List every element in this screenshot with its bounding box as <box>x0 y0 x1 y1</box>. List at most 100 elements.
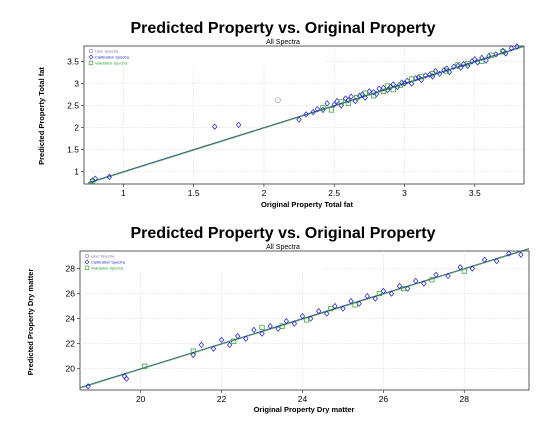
chart-2-point-calibration-spectra <box>259 330 265 337</box>
chart-2-point-calibration-spectra <box>364 292 370 300</box>
chart-2-y-tick-label: 24 <box>66 314 76 324</box>
chart-1-y-tick-label: 1 <box>74 167 79 177</box>
chart-2-point-calibration-spectra <box>299 312 306 320</box>
chart-1-point-calibration-spectra <box>359 91 365 98</box>
chart-1-point-validation-spectra <box>418 73 424 79</box>
chart-1-point-calibration-spectra <box>331 101 337 108</box>
chart-1-fit-line-validation <box>88 46 525 184</box>
chart-1-x-ticks: 1 1.5 2 2.5 3 3.5 <box>121 184 481 198</box>
chart-1-point-calibration-spectra <box>479 54 485 62</box>
chart-2-point-validation-spectra <box>259 324 265 330</box>
chart-2-point-calibration-spectra <box>251 326 257 334</box>
chart-1-point-validation-spectra <box>89 178 95 184</box>
chart-2-point-validation-spectra <box>376 291 382 297</box>
chart-2-point-validation-spectra <box>231 338 237 344</box>
chart-1-point-calibration-spectra <box>455 62 461 69</box>
chart-1-point-validation-spectra <box>371 93 377 99</box>
chart-1-point-validation-spectra <box>500 49 506 55</box>
chart-1-point-calibration-spectra <box>345 97 351 104</box>
chart-1-legend-calibration-marker <box>88 54 94 60</box>
chart-1-point-calibration-spectra <box>324 100 330 107</box>
chart-1-fit-line-calibration <box>88 45 525 184</box>
chart-1-point-calibration-spectra <box>399 79 405 86</box>
chart-2-legend: User Spectra Calibration Spectra Validat… <box>83 253 323 272</box>
chart-2-y-axis-label: Predicted Property Dry matter <box>26 269 35 376</box>
chart-2-point-validation-spectra <box>401 286 407 292</box>
chart-1-point-validation-spectra <box>397 82 403 88</box>
chart-1-legend: User Spectra Calibration Spectra Validat… <box>87 48 327 67</box>
chart-1-point-validation-spectra <box>362 90 368 96</box>
chart-1-y-tick-label: 3.5 <box>67 56 79 66</box>
chart-2-point-validation-spectra <box>279 323 285 329</box>
chart-2-point-calibration-spectra <box>506 250 512 257</box>
chart-1-point-calibration-spectra <box>334 97 340 105</box>
chart-1-point-calibration-spectra <box>390 81 396 88</box>
chart-1-point-calibration-spectra <box>413 75 419 82</box>
chart-1-x-tick-label: 2 <box>262 188 267 198</box>
chart-1-point-calibration-spectra <box>373 90 380 98</box>
chart-2-point-calibration-spectra <box>348 297 354 305</box>
chart-1-y-tick-label: 3 <box>74 78 79 88</box>
chart-2-x-tick-label: 20 <box>136 394 146 404</box>
chart-1-fit-line <box>88 45 525 184</box>
chart-2-point-calibration-spectra <box>518 251 524 258</box>
chart-1-legend-user-label: User Spectra <box>95 49 119 54</box>
chart-2-legend-user-marker <box>84 253 90 259</box>
chart-1-x-axis-label: Original Property Total fat <box>261 200 353 209</box>
chart-2-y-tick-label: 28 <box>66 264 76 274</box>
chart-1-point-calibration-spectra <box>366 88 373 95</box>
chart-2-point-calibration-spectra <box>404 285 411 292</box>
chart-2-point-validation-spectra <box>328 306 334 312</box>
chart-2-point-calibration-spectra <box>332 302 338 310</box>
chart-2-x-tick-label: 28 <box>460 394 470 404</box>
chart-2-point-validation-spectra <box>461 268 467 274</box>
chart-1-point-calibration-spectra <box>376 85 382 92</box>
chart-2-legend-calibration-marker <box>84 259 90 265</box>
chart-2-point-calibration-spectra <box>275 325 281 332</box>
chart-1-point-validation-spectra <box>345 100 351 106</box>
chart-1-point-calibration-spectra <box>483 57 489 64</box>
chart-2-point-calibration-spectra <box>396 282 403 290</box>
chart-2-point-calibration-spectra <box>243 335 249 342</box>
chart-2-point-calibration-spectra <box>469 265 476 272</box>
chart-1-points <box>89 43 520 184</box>
chart-1-point-calibration-spectra <box>474 59 481 66</box>
chart-1-point-calibration-spectra <box>370 89 377 96</box>
chart-2-point-calibration-spectra <box>291 320 298 327</box>
chart-2-subtitle: All Spectra <box>266 244 300 251</box>
chart-1-point-validation-spectra <box>390 87 396 93</box>
chart-1-x-tick-label: 3 <box>402 188 407 198</box>
chart-2-point-validation-spectra <box>142 363 148 369</box>
chart-1-legend-user-marker <box>88 48 94 54</box>
chart-1-point-calibration-spectra <box>296 116 302 123</box>
chart-2-point-calibration-spectra <box>340 305 346 312</box>
chart-1-point-calibration-spectra <box>338 102 344 109</box>
chart-2-point-calibration-spectra <box>123 375 130 382</box>
chart-1-x-tick-label: 2.5 <box>328 188 340 198</box>
chart-2-point-calibration-spectra <box>421 280 427 287</box>
chart-2-grid <box>80 251 529 390</box>
chart-1-y-axis-label: Predicted Property Total fat <box>37 67 46 165</box>
chart-1-point-calibration-spectra <box>404 77 410 84</box>
chart-2-point-calibration-spectra <box>380 287 387 295</box>
chart-1-point-calibration-spectra <box>303 111 309 118</box>
chart-1-point-validation-spectra <box>338 99 344 105</box>
chart-1-point-validation-spectra <box>385 83 391 89</box>
chart-2: Predicted Property vs. Original Property… <box>26 225 530 414</box>
chart-1-point-calibration-spectra <box>508 45 515 52</box>
chart-1-y-tick-label: 1.5 <box>67 145 79 155</box>
chart-2-point-calibration-spectra <box>227 341 233 349</box>
chart-1-title: Predicted Property vs. Original Property <box>131 20 436 37</box>
chart-1-point-calibration-spectra <box>387 83 394 91</box>
chart-2-x-axis-label: Original Property Dry matter <box>254 405 355 414</box>
chart-2-point-calibration-spectra <box>388 290 395 297</box>
chart-2-legend-validation-marker <box>84 265 90 270</box>
chart-2-title: Predicted Property vs. Original Property <box>131 225 436 242</box>
chart-1-point-calibration-spectra <box>348 93 354 100</box>
chart-2-point-calibration-spectra <box>324 310 330 317</box>
chart-1-point-calibration-spectra <box>394 83 401 91</box>
chart-2-y-tick-label: 20 <box>66 364 76 374</box>
chart-1-point-calibration-spectra <box>310 108 316 116</box>
chart-2-point-calibration-spectra <box>210 345 217 352</box>
